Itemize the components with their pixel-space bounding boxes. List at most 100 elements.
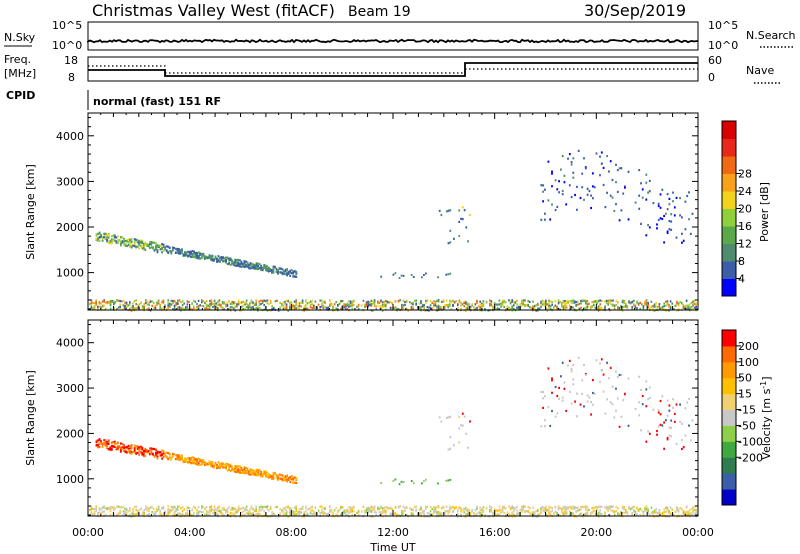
ground-scatter-cell xyxy=(244,513,246,516)
ground-scatter-cell xyxy=(220,510,222,513)
far-scatter-cell xyxy=(584,167,587,170)
colorbar-swatch xyxy=(722,173,736,192)
ground-scatter-cell xyxy=(687,306,689,309)
ionospheric-echo-cell xyxy=(222,257,224,260)
ground-scatter-cell xyxy=(257,306,259,309)
ground-scatter-cell xyxy=(413,505,416,508)
ground-scatter-cell xyxy=(377,508,379,511)
ionospheric-echo-cell xyxy=(149,241,151,244)
ground-scatter-cell xyxy=(137,511,139,514)
ground-scatter-cell xyxy=(373,304,376,307)
ground-scatter-cell xyxy=(250,507,253,510)
ground-scatter-cell xyxy=(668,305,670,308)
ionospheric-echo-cell xyxy=(235,264,238,267)
ionospheric-echo-cell xyxy=(261,473,264,476)
ground-scatter-cell xyxy=(551,506,553,510)
ground-scatter-cell xyxy=(572,512,574,515)
ionospheric-echo-cell xyxy=(278,271,281,274)
ground-scatter-cell xyxy=(367,300,369,303)
ground-scatter-cell xyxy=(301,301,304,304)
ionospheric-echo-cell xyxy=(98,239,101,242)
ionospheric-echo-cell xyxy=(162,249,165,252)
ionospheric-echo-cell xyxy=(130,244,133,247)
far-scatter-cell xyxy=(663,214,665,218)
colorbar-tick-label: 24 xyxy=(738,185,752,198)
echo-cell xyxy=(400,480,403,483)
ground-scatter-cell xyxy=(231,506,233,510)
ionospheric-echo-cell xyxy=(289,269,292,272)
ground-scatter-cell xyxy=(521,304,523,307)
ground-scatter-cell xyxy=(586,513,589,516)
far-scatter-cell xyxy=(616,190,619,193)
far-scatter-cell xyxy=(576,415,578,418)
ionospheric-echo-cell xyxy=(217,461,220,464)
freq-tick-bottom: 8 xyxy=(68,71,75,84)
ground-scatter-cell xyxy=(169,302,171,305)
far-scatter-cell xyxy=(620,373,623,376)
ground-scatter-cell xyxy=(324,306,326,309)
ionospheric-echo-cell xyxy=(97,232,99,236)
ground-scatter-cell xyxy=(405,507,408,510)
ionospheric-echo-cell xyxy=(222,260,224,263)
ionospheric-echo-cell xyxy=(150,449,153,452)
far-scatter-cell xyxy=(544,188,546,191)
ionospheric-echo-cell xyxy=(127,447,130,450)
ground-scatter-cell xyxy=(420,507,422,510)
colorbar-tick-label: 28 xyxy=(738,168,752,181)
ground-scatter-cell xyxy=(92,301,94,304)
ground-scatter-cell xyxy=(255,505,257,508)
ground-scatter-cell xyxy=(669,506,672,509)
ground-scatter-cell xyxy=(693,512,696,515)
far-scatter-cell xyxy=(572,176,575,179)
ground-scatter-cell xyxy=(540,506,542,509)
ground-scatter-cell xyxy=(596,306,598,309)
ground-scatter-cell xyxy=(546,509,549,512)
ground-scatter-cell xyxy=(631,513,633,516)
ground-scatter-cell xyxy=(297,306,299,309)
ground-scatter-cell xyxy=(625,510,627,513)
ground-scatter-cell xyxy=(377,302,379,305)
ionospheric-echo-cell xyxy=(97,239,99,242)
ionospheric-echo-cell xyxy=(211,255,214,258)
ground-scatter-cell xyxy=(319,306,321,309)
ground-scatter-cell xyxy=(309,512,312,515)
ground-scatter-cell xyxy=(490,509,493,512)
ground-scatter-cell xyxy=(607,506,609,510)
ground-scatter-cell xyxy=(351,506,353,509)
ground-scatter-cell xyxy=(458,300,461,304)
ground-scatter-cell xyxy=(473,306,475,309)
ground-scatter-cell xyxy=(410,508,413,511)
y-tick-label: 1000 xyxy=(56,473,84,486)
ionospheric-echo-cell xyxy=(130,452,133,455)
ionospheric-echo-cell xyxy=(158,451,160,454)
ground-scatter-cell xyxy=(345,308,347,311)
far-scatter-cell xyxy=(583,405,585,408)
echo-cell xyxy=(458,234,461,238)
echo-cell xyxy=(392,479,395,482)
ground-scatter-cell xyxy=(329,509,331,512)
ground-scatter-cell xyxy=(239,507,241,510)
ionospheric-echo-cell xyxy=(257,267,260,271)
ionospheric-echo-cell xyxy=(120,448,122,451)
ionospheric-echo-cell xyxy=(106,445,109,448)
ionospheric-echo-cell xyxy=(290,268,293,272)
ground-scatter-cell xyxy=(204,302,206,305)
far-scatter-cell xyxy=(602,166,605,169)
ionospheric-echo-cell xyxy=(182,460,185,463)
ground-scatter-cell xyxy=(548,302,550,305)
ground-scatter-cell xyxy=(129,513,131,517)
far-scatter-cell xyxy=(561,189,564,193)
ground-scatter-cell xyxy=(607,509,609,512)
far-scatter-cell xyxy=(648,226,651,229)
ionospheric-echo-cell xyxy=(138,242,141,245)
ground-scatter-cell xyxy=(92,507,94,511)
ground-scatter-cell xyxy=(175,508,177,511)
ground-scatter-cell xyxy=(378,301,381,304)
ground-scatter-cell xyxy=(389,307,392,310)
ground-scatter-cell xyxy=(645,507,648,510)
ground-scatter-cell xyxy=(389,513,392,516)
ground-scatter-cell xyxy=(234,301,237,304)
ground-scatter-cell xyxy=(370,304,373,307)
ground-scatter-cell xyxy=(279,508,281,511)
ground-scatter-cell xyxy=(554,506,557,509)
